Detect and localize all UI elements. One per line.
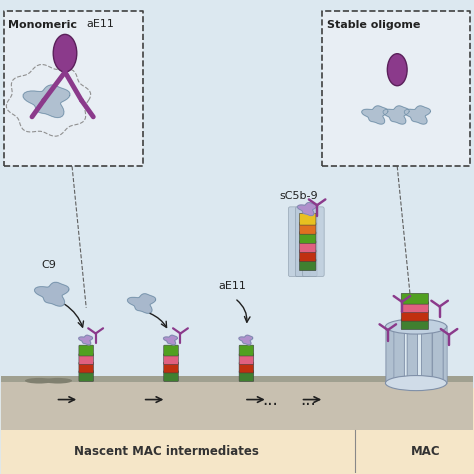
FancyBboxPatch shape: [300, 222, 316, 234]
FancyBboxPatch shape: [300, 241, 316, 253]
FancyBboxPatch shape: [239, 362, 254, 373]
FancyBboxPatch shape: [407, 328, 418, 386]
Text: Monomeric: Monomeric: [9, 20, 77, 30]
Bar: [1, 388, 473, 473]
Ellipse shape: [25, 378, 53, 383]
FancyBboxPatch shape: [300, 231, 316, 243]
Polygon shape: [79, 335, 92, 345]
FancyBboxPatch shape: [300, 259, 316, 271]
Polygon shape: [298, 202, 316, 216]
Bar: [1, 378, 473, 473]
FancyBboxPatch shape: [164, 354, 178, 365]
FancyBboxPatch shape: [401, 319, 428, 329]
FancyBboxPatch shape: [79, 354, 93, 365]
Polygon shape: [35, 283, 69, 306]
FancyBboxPatch shape: [394, 328, 404, 386]
FancyBboxPatch shape: [300, 250, 316, 262]
FancyBboxPatch shape: [79, 345, 93, 356]
FancyBboxPatch shape: [288, 207, 310, 277]
FancyBboxPatch shape: [79, 371, 93, 382]
Ellipse shape: [53, 35, 77, 72]
Polygon shape: [404, 106, 430, 124]
Text: MAC: MAC: [410, 445, 440, 458]
Text: ...: ...: [262, 391, 278, 409]
FancyBboxPatch shape: [386, 326, 396, 385]
FancyBboxPatch shape: [433, 327, 443, 385]
FancyBboxPatch shape: [422, 324, 432, 382]
FancyBboxPatch shape: [401, 302, 428, 313]
Text: C9: C9: [41, 260, 56, 270]
Polygon shape: [383, 106, 409, 124]
Polygon shape: [164, 335, 177, 345]
FancyBboxPatch shape: [433, 324, 443, 383]
FancyBboxPatch shape: [295, 207, 317, 277]
FancyBboxPatch shape: [302, 207, 324, 277]
Bar: [1, 430, 355, 473]
Ellipse shape: [44, 378, 72, 383]
Ellipse shape: [387, 54, 407, 86]
Bar: [1, 1, 473, 388]
Polygon shape: [239, 335, 253, 345]
FancyBboxPatch shape: [386, 325, 396, 383]
FancyBboxPatch shape: [239, 354, 254, 365]
Bar: [4, 11, 143, 166]
Text: aE11: aE11: [218, 281, 246, 291]
Text: ...: ...: [300, 391, 316, 409]
Bar: [322, 11, 470, 166]
FancyBboxPatch shape: [79, 362, 93, 373]
Text: Nascent MAC intermediates: Nascent MAC intermediates: [74, 445, 259, 458]
Ellipse shape: [385, 375, 447, 391]
Text: aE11: aE11: [86, 19, 114, 29]
FancyBboxPatch shape: [164, 345, 178, 356]
FancyBboxPatch shape: [437, 326, 447, 384]
FancyBboxPatch shape: [239, 345, 254, 356]
FancyBboxPatch shape: [300, 213, 316, 225]
Text: Stable oligome: Stable oligome: [327, 20, 420, 30]
FancyBboxPatch shape: [401, 293, 428, 304]
Text: sC5b-9: sC5b-9: [279, 191, 318, 201]
Polygon shape: [362, 106, 388, 124]
Bar: [1, 376, 473, 382]
Polygon shape: [23, 85, 70, 118]
Bar: [355, 430, 473, 473]
FancyBboxPatch shape: [239, 371, 254, 382]
FancyBboxPatch shape: [407, 323, 418, 382]
FancyBboxPatch shape: [164, 371, 178, 382]
Polygon shape: [128, 294, 155, 313]
FancyBboxPatch shape: [422, 328, 432, 386]
Ellipse shape: [385, 319, 447, 334]
FancyBboxPatch shape: [401, 310, 428, 321]
FancyBboxPatch shape: [394, 324, 404, 383]
FancyBboxPatch shape: [164, 362, 178, 373]
